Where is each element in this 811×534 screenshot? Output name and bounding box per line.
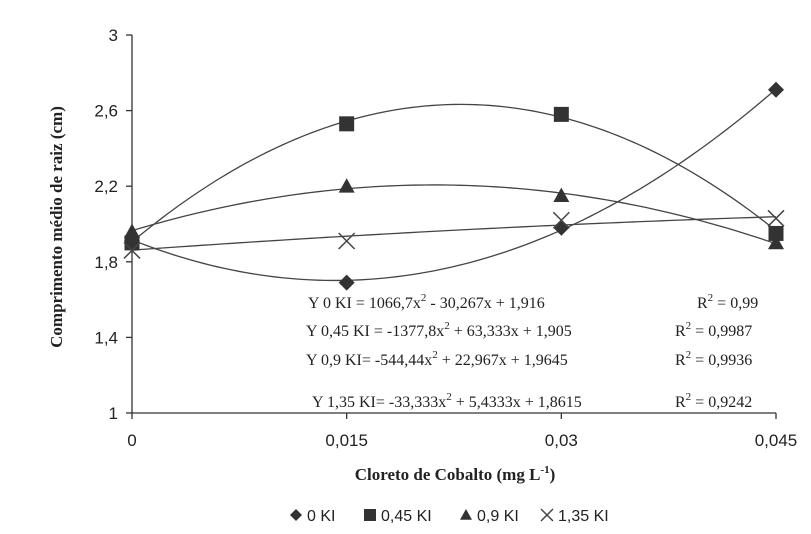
r-squared-label: R: [675, 352, 686, 369]
triangle-marker: [338, 178, 355, 193]
x-tick-label: 0: [127, 431, 136, 450]
x-axis-label: Cloreto de Cobalto (mg L-1): [355, 464, 556, 484]
equation-text: Y 1,35 KI= -33,333x2 + 5,4333x + 1,8615: [312, 391, 582, 411]
y-tick-label: 1,4: [94, 328, 118, 347]
y-tick-label: 1,8: [94, 253, 118, 272]
legend-entry-label: 1,35 KI: [558, 508, 609, 525]
trend-line: [131, 216, 777, 251]
r-squared-sup: 2: [708, 292, 714, 304]
r-squared-value: = 0,9987: [691, 323, 752, 340]
equation-suffix: + 22,967x + 1,9645: [438, 352, 568, 369]
r-squared-value: = 0,99: [713, 295, 758, 312]
legend: 0 KI 0,45 KI 0,9 KI 1,35 KI: [290, 508, 609, 525]
triangle-marker: [460, 509, 472, 520]
x-tick-label: 0,045: [755, 431, 798, 450]
diamond-marker: [553, 219, 570, 236]
equation-prefix: Y 0,45 KI = -1377,8x: [306, 323, 444, 340]
r-squared-text: R2 = 0,9987: [675, 320, 752, 340]
cross-marker: [338, 232, 356, 250]
cross-stroke: [123, 241, 141, 259]
cross-stroke: [767, 209, 785, 227]
cross-marker: [123, 241, 141, 259]
y-axis-label: Comprimento médio de raiz (cm): [47, 106, 66, 348]
r-squared-label: R: [675, 394, 686, 411]
x-tick-label: 0,015: [325, 431, 368, 450]
r-squared-text: R2 = 0,9936: [675, 349, 752, 369]
y-tick-label: 1: [109, 404, 118, 423]
x-tick-label: 0,03: [545, 431, 578, 450]
square-marker: [553, 106, 569, 122]
diamond-marker: [768, 81, 784, 98]
cross-stroke: [540, 508, 554, 522]
square-marker: [768, 225, 784, 241]
r-squared-value: = 0,9242: [691, 394, 752, 411]
diamond-marker: [290, 509, 302, 521]
equation-sup: 2: [444, 320, 450, 332]
equation-prefix: Y 0 KI = 1066,7x: [308, 295, 421, 312]
trend-lines: [131, 88, 777, 282]
triangle-marker: [768, 234, 784, 250]
y-tick-label: 2,2: [94, 177, 118, 196]
equation-prefix: Y 1,35 KI= -33,333x: [312, 394, 446, 411]
axes: 1 1,4 1,8 2,2 2,6 3 0 0,015 0,03 0,045: [94, 26, 797, 450]
equation-sup: 2: [446, 391, 452, 403]
y-tick-label: 2,6: [94, 102, 118, 121]
equation-text: Y 0,9 KI= -544,44x2 + 22,967x + 1,9645: [306, 349, 568, 369]
r-squared-value: = 0,9936: [691, 352, 752, 369]
diamond-marker: [338, 274, 355, 291]
r-squared-label: R: [697, 295, 708, 312]
r-squared-sup: 2: [686, 349, 692, 361]
equation-suffix: - 30,267x + 1,916: [426, 295, 544, 312]
equation-sup: 2: [421, 292, 427, 304]
equation-suffix: + 5,4333x + 1,8615: [452, 394, 582, 411]
r-squared-text: R2 = 0,99: [697, 292, 758, 312]
equation-sup: 2: [432, 349, 438, 361]
legend-entry-label: 0 KI: [307, 508, 335, 525]
square-marker: [339, 116, 355, 132]
cross-stroke: [552, 211, 570, 229]
r-squared-sup: 2: [686, 320, 692, 332]
legend-entry-label: 0,9 KI: [477, 508, 519, 525]
cross-stroke: [338, 232, 356, 250]
trend-line: [131, 184, 777, 245]
cross-marker: [540, 508, 554, 522]
r-squared-text: R2 = 0,9242: [675, 391, 752, 411]
y-tick-label: 3: [109, 26, 118, 45]
r-squared-label: R: [675, 323, 686, 340]
triangle-marker: [553, 187, 570, 203]
square-marker: [364, 509, 376, 521]
data-markers: [123, 81, 785, 291]
x-axis-label-sup: -1: [540, 464, 549, 476]
equation-suffix: + 63,333x + 1,905: [450, 323, 572, 340]
equation-text: Y 0 KI = 1066,7x2 - 30,267x + 1,916: [308, 292, 545, 312]
trend-line: [131, 88, 777, 282]
equation-text: Y 0,45 KI = -1377,8x2 + 63,333x + 1,905: [306, 320, 572, 340]
equation-prefix: Y 0,9 KI= -544,44x: [306, 352, 432, 369]
trend-line: [131, 103, 777, 243]
legend-entry-label: 0,45 KI: [381, 508, 432, 525]
r-squared-sup: 2: [686, 391, 692, 403]
cross-marker: [552, 211, 570, 229]
triangle-marker: [124, 223, 140, 238]
equations: Y 0 KI = 1066,7x2 - 30,267x + 1,916 R2 = …: [306, 292, 758, 411]
x-axis-label-tail: ): [550, 465, 556, 484]
cross-marker: [767, 209, 785, 227]
x-axis-label-base: Cloreto de Cobalto (mg L: [355, 465, 541, 484]
